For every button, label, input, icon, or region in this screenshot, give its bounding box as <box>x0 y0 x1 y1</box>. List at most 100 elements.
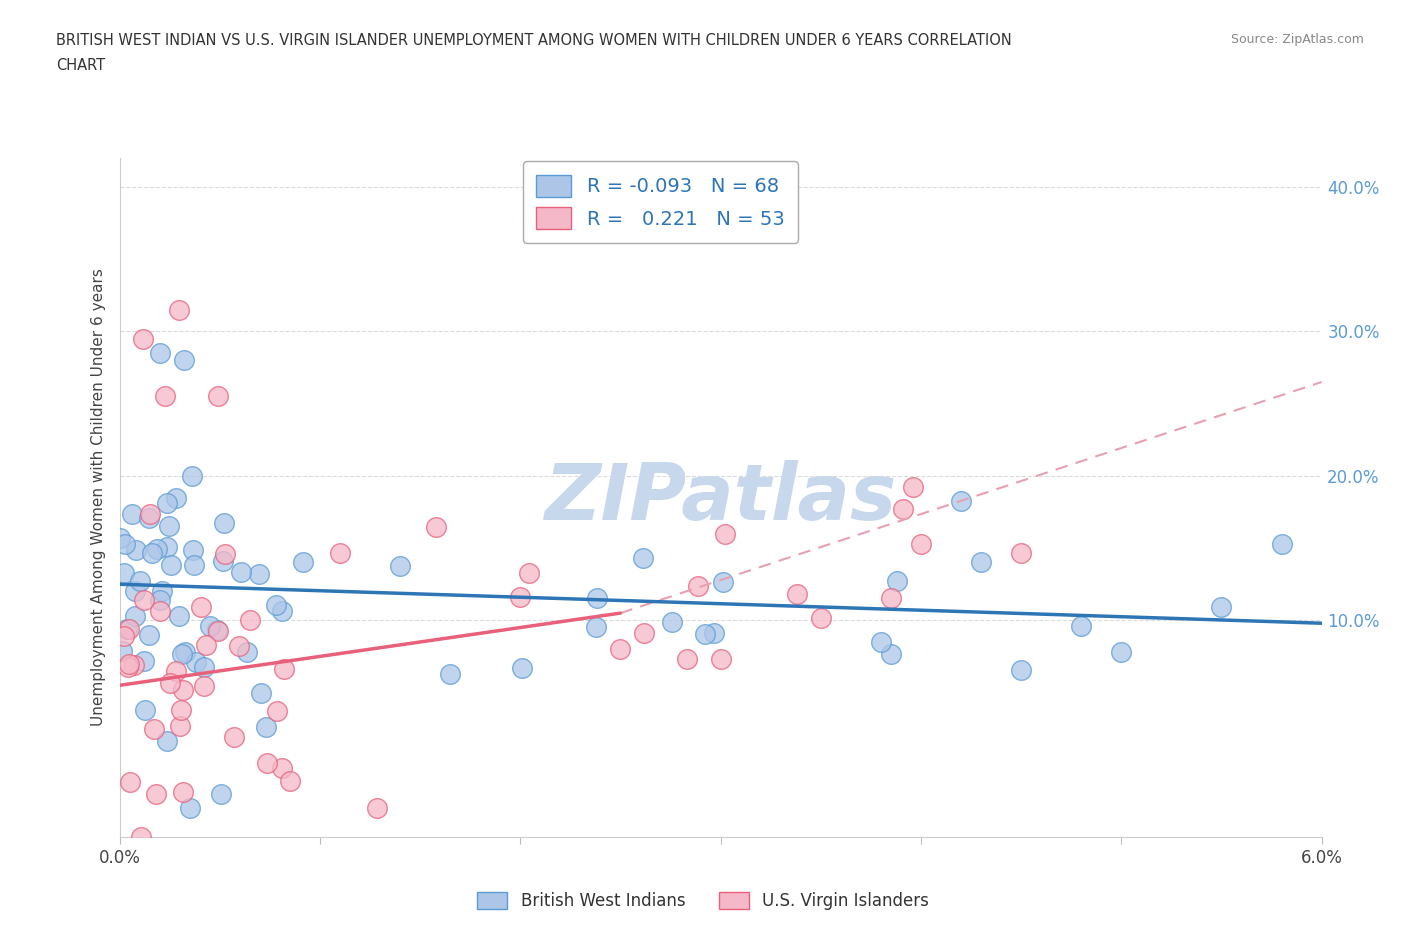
Point <box>693 627 716 642</box>
Point <box>138 511 160 525</box>
Point <box>214 547 236 562</box>
Point <box>278 774 301 789</box>
Text: BRITISH WEST INDIAN VS U.S. VIRGIN ISLANDER UNEMPLOYMENT AMONG WOMEN WITH CHILDR: BRITISH WEST INDIAN VS U.S. VIRGIN ISLAN… <box>56 33 1012 47</box>
Point <box>167 302 190 317</box>
Point <box>869 634 891 649</box>
Point <box>254 720 277 735</box>
Point <box>132 654 155 669</box>
Point <box>172 784 194 799</box>
Point <box>122 658 145 672</box>
Point <box>159 675 181 690</box>
Point <box>879 646 901 661</box>
Point <box>172 682 194 697</box>
Point <box>633 626 655 641</box>
Point <box>229 565 252 579</box>
Point <box>156 734 179 749</box>
Point <box>786 586 808 601</box>
Point <box>239 613 262 628</box>
Point <box>713 526 735 541</box>
Point <box>879 591 901 605</box>
Point <box>114 629 136 644</box>
Point <box>886 574 908 589</box>
Point <box>222 730 245 745</box>
Point <box>111 644 134 658</box>
Point <box>184 654 207 669</box>
Point <box>138 507 160 522</box>
Point <box>661 615 683 630</box>
Point <box>1070 618 1092 633</box>
Point <box>291 555 314 570</box>
Point <box>180 469 202 484</box>
Point <box>198 618 221 633</box>
Point <box>132 592 155 607</box>
Point <box>686 578 709 593</box>
Point <box>118 657 141 671</box>
Point <box>146 541 169 556</box>
Point <box>169 703 191 718</box>
Point <box>125 542 148 557</box>
Point <box>129 830 152 844</box>
Point <box>141 545 163 560</box>
Point <box>138 628 160 643</box>
Point <box>512 660 534 675</box>
Legend: British West Indians, U.S. Virgin Islanders: British West Indians, U.S. Virgin Island… <box>471 885 935 917</box>
Point <box>1010 545 1032 560</box>
Point <box>150 584 173 599</box>
Point <box>194 638 217 653</box>
Point <box>211 554 233 569</box>
Point <box>425 519 447 534</box>
Point <box>172 647 194 662</box>
Point <box>388 558 411 573</box>
Point <box>910 537 932 551</box>
Point <box>117 622 139 637</box>
Point <box>173 352 195 367</box>
Point <box>149 604 172 618</box>
Point <box>270 604 292 618</box>
Point <box>193 679 215 694</box>
Point <box>366 801 388 816</box>
Point <box>120 775 142 790</box>
Point <box>586 591 609 605</box>
Point <box>112 565 135 580</box>
Point <box>207 389 229 404</box>
Point <box>209 786 232 801</box>
Point <box>160 558 183 573</box>
Point <box>148 592 170 607</box>
Point <box>676 652 699 667</box>
Point <box>115 621 138 636</box>
Point <box>273 661 295 676</box>
Point <box>236 644 259 659</box>
Point <box>167 608 190 623</box>
Point <box>207 624 229 639</box>
Point <box>190 599 212 614</box>
Point <box>174 644 197 659</box>
Point <box>156 496 179 511</box>
Point <box>212 516 235 531</box>
Point <box>1111 644 1133 659</box>
Point <box>901 480 924 495</box>
Text: CHART: CHART <box>56 58 105 73</box>
Point <box>165 490 187 505</box>
Point <box>121 506 143 521</box>
Point <box>250 685 273 700</box>
Point <box>509 590 531 604</box>
Point <box>179 801 201 816</box>
Point <box>149 346 172 361</box>
Point <box>633 550 655 565</box>
Point <box>1211 600 1233 615</box>
Point <box>517 565 540 580</box>
Point <box>205 622 228 637</box>
Point <box>183 557 205 572</box>
Point <box>247 566 270 581</box>
Point <box>128 574 150 589</box>
Point <box>329 546 352 561</box>
Point <box>143 721 166 736</box>
Point <box>891 501 914 516</box>
Point <box>810 610 832 625</box>
Point <box>709 651 731 666</box>
Point <box>124 584 146 599</box>
Point <box>266 703 288 718</box>
Point <box>711 575 734 590</box>
Point <box>193 659 215 674</box>
Point <box>970 555 993 570</box>
